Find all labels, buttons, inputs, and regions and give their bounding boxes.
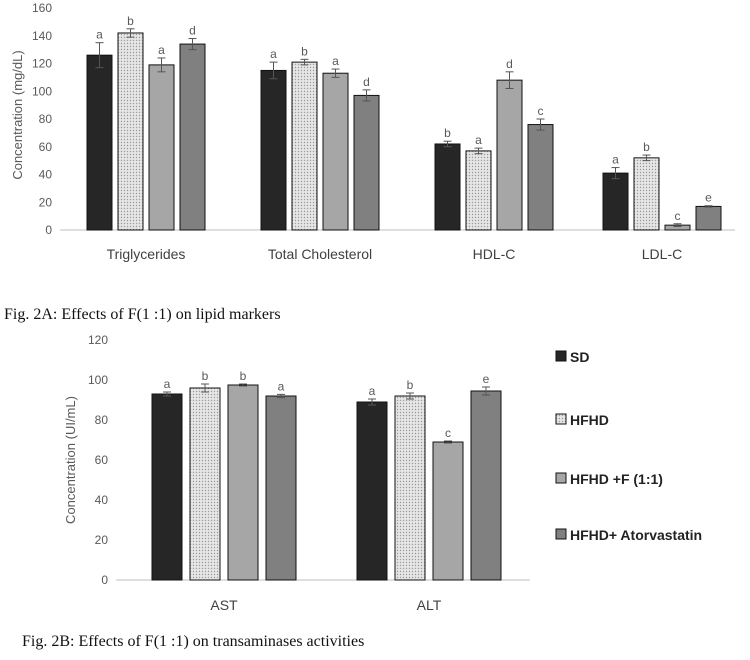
chartB-significance-letter: a xyxy=(164,377,171,391)
legend-label: HFHD+ Atorvastatin xyxy=(570,527,702,543)
chartB-significance-letter: b xyxy=(202,369,209,383)
legend-swatch xyxy=(555,350,567,362)
chartA-bar xyxy=(465,150,492,231)
chartA-ytick: 120 xyxy=(32,57,52,71)
chartB-significance-letter: b xyxy=(240,369,247,383)
chart-a-caption: Fig. 2A: Effects of F(1 :1) on lipid mar… xyxy=(4,306,281,323)
chart-transaminases: Concentration (UI/mL) 0 20 40 60 80 100 120 AST… xyxy=(22,333,702,650)
chartB-ytick: 80 xyxy=(95,413,109,427)
chartB-significance-letter: b xyxy=(407,378,414,392)
legend-swatch xyxy=(555,413,567,425)
chartB-category-label: ALT xyxy=(417,597,442,613)
legend-label: HFHD xyxy=(570,412,609,428)
chartA-significance-letter: b xyxy=(643,140,650,154)
chartA-bar xyxy=(633,157,660,231)
chartB-ytick: 100 xyxy=(88,373,108,387)
legend: SD HFHD HFHD +F (1:1) HFHD+ Atorvastatin xyxy=(555,349,702,543)
chartA-significance-letter: a xyxy=(475,133,482,147)
chartB-ytick: 120 xyxy=(88,333,108,347)
chartB-significance-letter: a xyxy=(278,379,285,393)
chartB-ytick: 0 xyxy=(101,573,108,587)
chartA-significance-letter: a xyxy=(332,54,339,68)
chart-b-caption: Fig. 2B: Effects of F(1 :1) on transamin… xyxy=(22,633,364,650)
chartA-ytick: 160 xyxy=(32,1,52,15)
legend-label: HFHD +F (1:1) xyxy=(570,471,663,487)
chartB-bar xyxy=(470,390,502,581)
chartA-significance-letter: a xyxy=(158,43,165,57)
chartA-significance-letter: d xyxy=(189,24,196,38)
chart-lipid-markers: Concentration (mg/dL) 0 20 40 60 80 100 120 140… xyxy=(4,1,735,323)
chartB-ytick: 40 xyxy=(95,493,109,507)
chartA-bar xyxy=(322,72,349,231)
chartA-ytick: 80 xyxy=(39,112,53,126)
chartA-ytick: 60 xyxy=(39,140,53,154)
chartB-category-label: AST xyxy=(210,597,238,613)
chartA-bar xyxy=(527,124,554,231)
chartA-bar xyxy=(496,79,523,231)
chartB-bar xyxy=(356,401,388,581)
chartA-bar xyxy=(260,69,287,231)
chartA-significance-letter: b xyxy=(444,126,451,140)
chartA-significance-letter: b xyxy=(301,44,308,58)
chartA-category-label: Total Cholesterol xyxy=(268,246,372,262)
chartA-category-label: Triglycerides xyxy=(107,246,186,262)
chartA-bar xyxy=(434,143,461,231)
chartA-bar xyxy=(148,64,175,231)
chartA-ytick: 0 xyxy=(45,223,52,237)
legend-label: SD xyxy=(570,349,589,365)
chartA-significance-letter: a xyxy=(270,47,277,61)
chartA-bar xyxy=(602,172,629,231)
chartA-category-label: LDL-C xyxy=(642,246,682,262)
chartA-ytick: 20 xyxy=(39,195,53,209)
chartB-significance-letter: e xyxy=(483,372,490,386)
chart-a-marks: a b a d a b a d b a d c a b c e xyxy=(86,14,722,231)
chartB-bar xyxy=(265,395,297,581)
chart-a-ylabel: Concentration (mg/dL) xyxy=(10,50,25,179)
chartA-bar xyxy=(179,43,206,231)
chartA-significance-letter: a xyxy=(612,153,619,167)
chartA-significance-letter: d xyxy=(363,75,370,89)
chartB-bar xyxy=(189,387,221,581)
legend-swatch xyxy=(555,528,567,540)
chartA-significance-letter: e xyxy=(705,191,712,205)
chartA-ytick: 140 xyxy=(32,29,52,43)
chartB-bar xyxy=(227,384,259,581)
chartA-bar xyxy=(86,54,113,231)
chartB-ytick: 60 xyxy=(95,453,109,467)
chartB-bar xyxy=(432,441,464,581)
chartA-significance-letter: a xyxy=(96,28,103,42)
chartB-bar xyxy=(394,395,426,581)
chartA-significance-letter: d xyxy=(506,57,513,71)
chartA-significance-letter: c xyxy=(675,209,681,223)
chartA-significance-letter: b xyxy=(127,14,134,28)
chartB-ytick: 20 xyxy=(95,533,109,547)
chartA-bar xyxy=(353,94,380,231)
chartA-significance-letter: c xyxy=(538,104,544,118)
chartA-bar xyxy=(695,205,722,231)
chartB-significance-letter: c xyxy=(445,426,451,440)
chartB-significance-letter: a xyxy=(369,384,376,398)
chartB-bar xyxy=(151,393,183,581)
legend-swatch xyxy=(555,472,567,484)
chartA-category-label: HDL-C xyxy=(473,246,516,262)
chartA-bar xyxy=(117,32,144,231)
chart-b-ylabel: Concentration (UI/mL) xyxy=(63,396,78,524)
chartA-bar xyxy=(291,61,318,231)
chartA-ytick: 100 xyxy=(32,84,52,98)
chartA-ytick: 40 xyxy=(39,168,53,182)
chart-b-axes: 0 20 40 60 80 100 120 AST ALT xyxy=(88,333,530,613)
chart-b-marks: a b b a a b c e xyxy=(151,369,502,581)
